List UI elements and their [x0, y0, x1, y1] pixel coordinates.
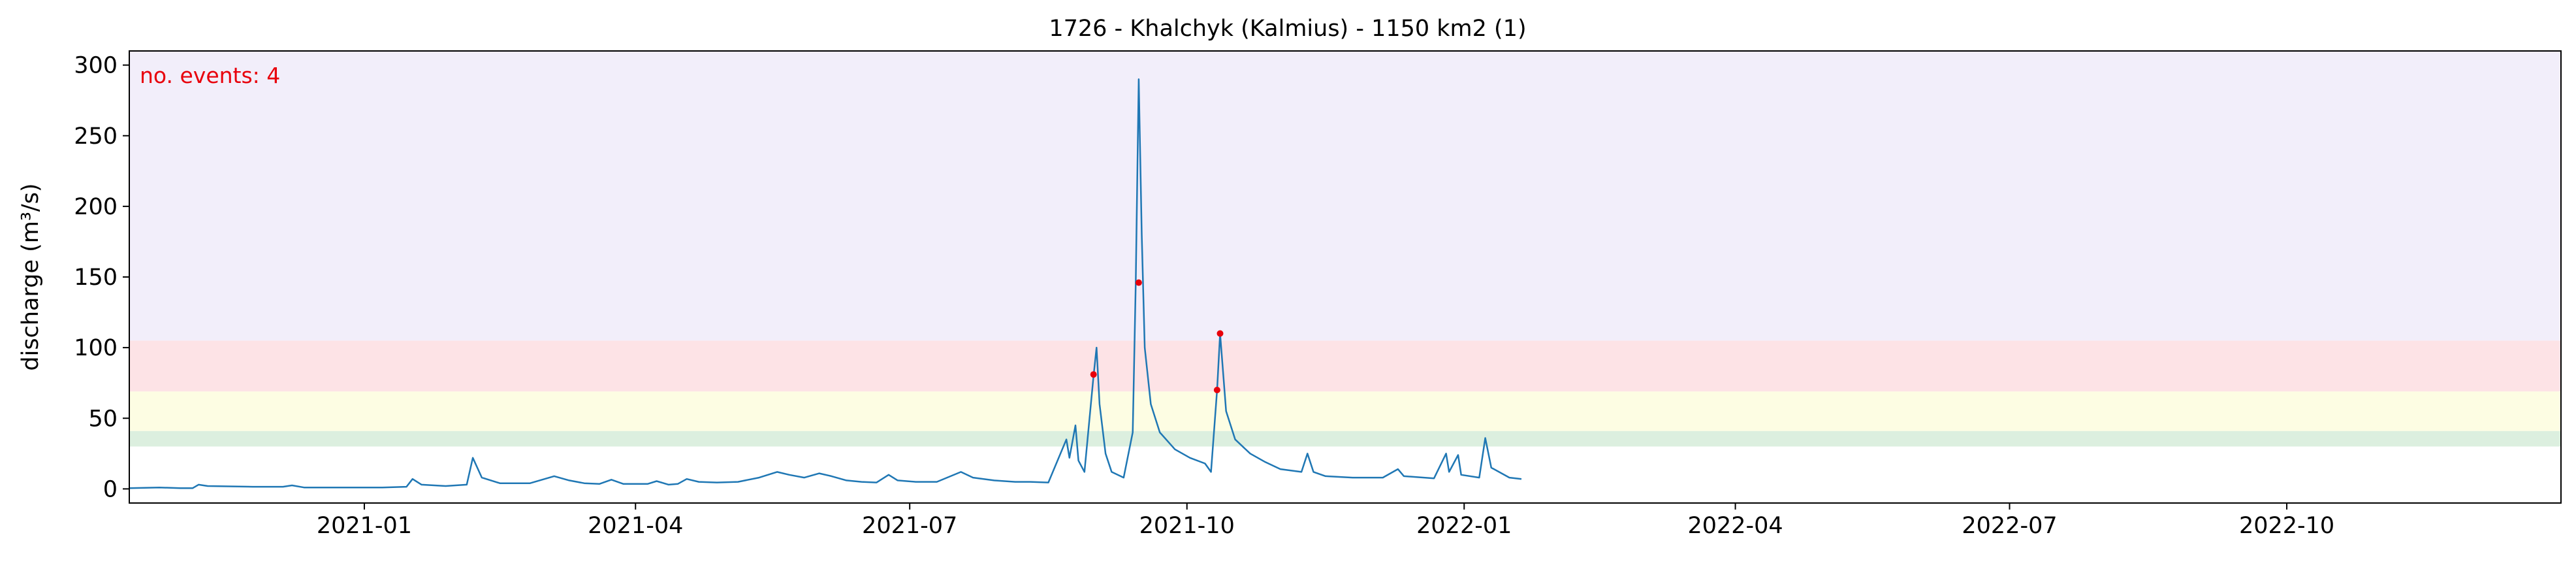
x-axis: 2021-01 2021-04 2021-07 2021-10 2022-01 2022-… — [317, 503, 2334, 539]
event-marker-1 — [1135, 279, 1142, 286]
x-tick-label: 2022-07 — [1962, 513, 2057, 539]
threshold-band-2 — [129, 340, 2561, 392]
y-tick-label: 150 — [74, 265, 118, 291]
discharge-line — [129, 78, 1522, 489]
threshold-band-1 — [129, 391, 2561, 431]
event-marker-3 — [1216, 330, 1224, 337]
y-tick-label: 250 — [74, 123, 118, 150]
x-tick-label: 2021-04 — [588, 513, 683, 539]
y-tick-label: 200 — [74, 194, 118, 220]
threshold-band-0 — [129, 431, 2561, 447]
y-axis-label: discharge (m³/s) — [18, 183, 44, 370]
event-markers — [1090, 279, 1224, 393]
series-layer — [129, 78, 1522, 489]
x-tick-label: 2022-01 — [1416, 513, 1512, 539]
y-tick-label: 100 — [74, 335, 118, 361]
chart-title: 1726 - Khalchyk (Kalmius) - 1150 km2 (1) — [1049, 16, 1526, 42]
threshold-bands — [129, 51, 2561, 447]
x-tick-label: 2021-07 — [862, 513, 957, 539]
x-tick-label: 2021-10 — [1139, 513, 1235, 539]
x-tick-label: 2022-10 — [2239, 513, 2334, 539]
x-tick-label: 2022-04 — [1687, 513, 1783, 539]
event-marker-0 — [1090, 371, 1097, 378]
x-tick-label: 2021-01 — [317, 513, 412, 539]
y-tick-label: 50 — [88, 406, 118, 432]
event-marker-2 — [1213, 387, 1220, 393]
threshold-band-3 — [129, 51, 2561, 341]
y-axis: 0 50 100 150 200 250 300 — [74, 53, 129, 502]
y-tick-label: 300 — [74, 53, 118, 79]
y-tick-label: 0 — [103, 476, 118, 502]
events-annotation: no. events: 4 — [140, 63, 280, 88]
